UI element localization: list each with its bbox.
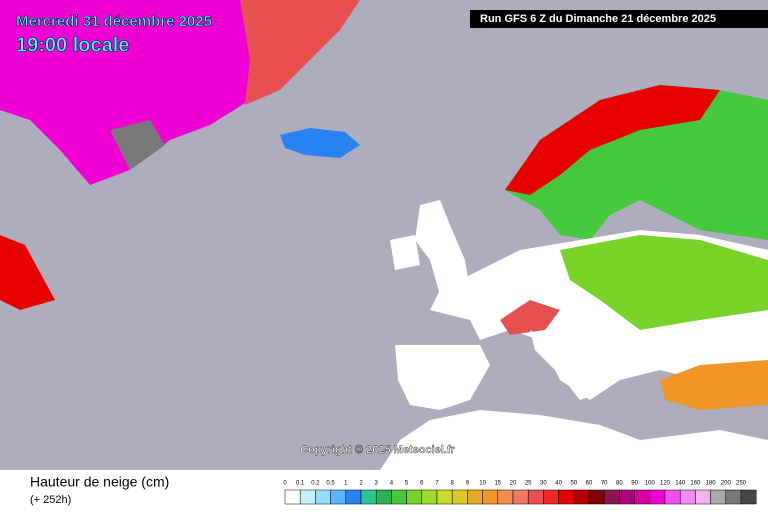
legend-swatch xyxy=(451,489,468,505)
legend-label: 40 xyxy=(555,481,562,487)
legend-label: 250 xyxy=(736,481,747,487)
legend-swatch xyxy=(345,489,362,505)
legend-swatch xyxy=(391,489,407,505)
legend-swatch xyxy=(299,489,316,505)
legend-label: 15 xyxy=(494,481,501,487)
legend-swatch xyxy=(740,489,757,505)
legend-swatch xyxy=(649,489,666,505)
legend-swatch xyxy=(482,489,499,505)
legend-label: 0.1 xyxy=(296,481,305,487)
legend-label: 50 xyxy=(570,481,577,487)
east-snow xyxy=(560,235,768,330)
legend-swatch xyxy=(527,489,544,505)
legend-label: 3 xyxy=(375,481,379,487)
legend-label: 100 xyxy=(645,481,656,487)
legend-label: 200 xyxy=(721,481,732,487)
legend-label: 120 xyxy=(660,481,671,487)
date: Mercredi 31 décembre 2025 xyxy=(16,13,212,30)
alps xyxy=(500,300,560,335)
greenland-ice xyxy=(110,120,165,170)
legend-label: 10 xyxy=(479,481,486,487)
legend-label: 90 xyxy=(631,481,638,487)
legend-label: 20 xyxy=(510,481,517,487)
legend-swatch xyxy=(573,489,590,505)
run-box xyxy=(470,10,768,28)
italy xyxy=(530,330,595,400)
greenland xyxy=(0,0,330,185)
north-africa xyxy=(380,410,768,470)
legend-label: 70 xyxy=(601,481,608,487)
legend-label: 80 xyxy=(616,481,623,487)
legend-label: 60 xyxy=(586,481,593,487)
legend-swatch xyxy=(360,489,377,505)
legend-label: 180 xyxy=(706,481,717,487)
legend-swatch xyxy=(679,489,696,505)
iberia xyxy=(395,345,490,410)
legend-swatch xyxy=(421,489,438,505)
legend-label: 140 xyxy=(675,481,686,487)
copyright: Copyright © 2025 Meteociel.fr xyxy=(300,444,456,456)
legend-label: 0.2 xyxy=(311,481,320,487)
legend-label: 5 xyxy=(405,481,409,487)
norway-snow xyxy=(505,85,720,195)
legend-swatch xyxy=(375,489,392,505)
legend-swatch xyxy=(619,489,635,505)
legend-swatch xyxy=(725,489,742,505)
iceland xyxy=(280,128,360,158)
legend-swatch xyxy=(588,489,605,505)
ireland xyxy=(390,235,420,270)
legend-label: 0.5 xyxy=(326,481,335,487)
greenland-coast xyxy=(240,0,360,105)
legend-swatch xyxy=(406,489,423,505)
legend-label: 2 xyxy=(359,481,363,487)
legend-swatch xyxy=(634,489,651,505)
time: 19:00 locale xyxy=(16,34,129,56)
legend-swatch xyxy=(664,489,681,505)
legend-label: 25 xyxy=(525,481,532,487)
legend-swatch xyxy=(695,489,711,505)
legend-swatch xyxy=(710,489,727,505)
legend-swatch xyxy=(467,489,483,505)
legend-label: 1 xyxy=(344,481,348,487)
legend-swatch xyxy=(558,489,575,505)
britain xyxy=(415,200,470,295)
legend-lead: (+ 252h) xyxy=(30,494,71,506)
legend-swatch xyxy=(543,489,559,505)
legend-label: 9 xyxy=(466,481,470,487)
legend: 0 0.1 0.2 0.5 1 2 3 4 5 6 7 8 9 10 15 20 25 30 40 50 60 70 80 9… xyxy=(283,481,757,505)
legend-label: 6 xyxy=(420,481,424,487)
legend-label: 8 xyxy=(451,481,455,487)
legend-label: 4 xyxy=(390,481,394,487)
legend-swatch xyxy=(436,489,453,505)
legend-label: 7 xyxy=(435,481,439,487)
run-info: Run GFS 6 Z du Dimanche 21 décembre 2025 xyxy=(480,13,716,25)
legend-swatch xyxy=(497,489,514,505)
legend-swatch xyxy=(330,489,347,505)
legend-label: 0 xyxy=(283,481,287,487)
legend-label: 30 xyxy=(540,481,547,487)
legend-swatch xyxy=(315,489,331,505)
legend-swatch xyxy=(603,489,620,505)
legend-title: Hauteur de neige (cm) xyxy=(30,474,169,490)
turkey xyxy=(660,360,768,410)
canada xyxy=(0,235,55,310)
legend-label: 160 xyxy=(690,481,701,487)
legend-swatch xyxy=(284,489,301,505)
legend-swatch xyxy=(512,489,529,505)
